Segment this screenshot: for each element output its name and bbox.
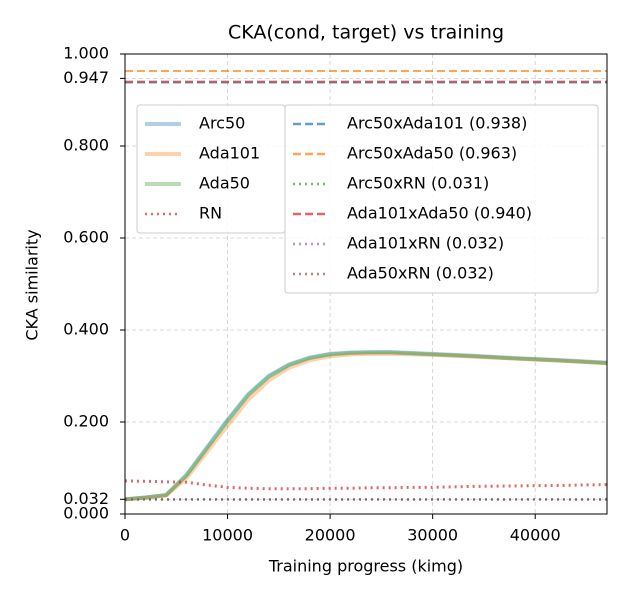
x-tick-label: 0	[120, 526, 130, 545]
legend-label: Ada101xAda50 (0.940)	[347, 204, 532, 223]
legend-label: Ada101xRN (0.032)	[347, 234, 504, 253]
y-tick-label: 1.000	[63, 44, 109, 63]
y-tick-label: 0.947	[63, 68, 109, 87]
series-line	[124, 479, 608, 491]
legend-label: Arc50xRN (0.031)	[347, 174, 489, 193]
legend-label: Arc50	[199, 114, 245, 133]
legend-label: RN	[199, 204, 222, 223]
plot-frame	[124, 53, 608, 515]
y-tick-label: 0.600	[63, 228, 109, 247]
y-tick-label: 0.000	[63, 504, 109, 523]
y-tick-label: 0.032	[63, 489, 109, 508]
x-tick-label: 10000	[202, 526, 253, 545]
legend-label: Ada101	[199, 144, 260, 163]
legend-box	[284, 104, 599, 294]
series-line	[124, 351, 608, 502]
legend-label: Arc50xAda101 (0.938)	[347, 114, 527, 133]
legend-label: Ada50xRN (0.032)	[347, 264, 494, 283]
x-tick-label: 20000	[305, 526, 356, 545]
x-axis-label: Training progress (kimg)	[268, 557, 463, 576]
series-line	[124, 350, 608, 502]
x-tick-label: 30000	[407, 526, 458, 545]
legend-label: Ada50	[199, 174, 250, 193]
chart-title: CKA(cond, target) vs training	[228, 22, 504, 44]
x-tick-label: 40000	[510, 526, 561, 545]
y-tick-label: 0.200	[63, 412, 109, 431]
series-line	[124, 350, 608, 502]
y-tick-label: 0.400	[63, 320, 109, 339]
y-tick-label: 0.800	[63, 136, 109, 155]
y-axis-label: CKA similarity	[23, 229, 42, 340]
legend-label: Arc50xAda50 (0.963)	[347, 144, 517, 163]
